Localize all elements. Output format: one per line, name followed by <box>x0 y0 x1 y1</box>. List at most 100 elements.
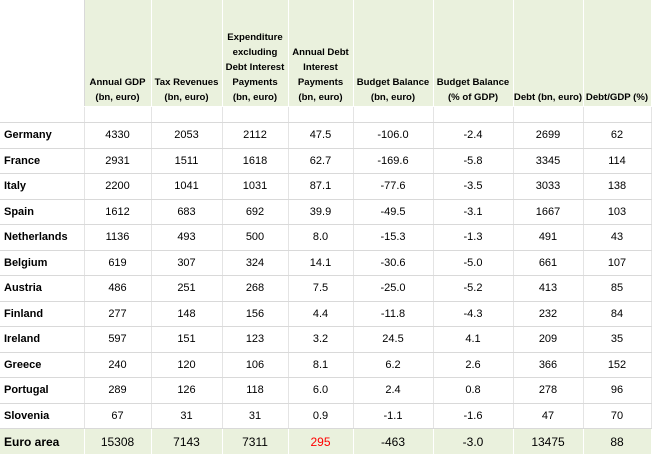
table-cell: -1.1 <box>353 403 434 429</box>
table-cell: -4.3 <box>433 301 514 327</box>
table-row: Italy 2200 1041 1031 87.1 -77.6 -3.5 3033 138 <box>0 173 652 200</box>
table-cell: -11.8 <box>353 301 434 327</box>
country-name: Spain <box>0 199 85 225</box>
table-cell: 1667 <box>513 199 584 225</box>
table-cell: 1136 <box>84 224 152 251</box>
table-row: Belgium 619 307 324 14.1 -30.6 -5.0 661 107 <box>0 250 652 276</box>
table-cell: 619 <box>84 250 152 276</box>
table-cell: 4.4 <box>288 301 354 327</box>
table-cell: 120 <box>151 352 223 378</box>
table-row: Netherlands 1136 493 500 8.0 -15.3 -1.3 491 43 <box>0 224 652 251</box>
table-cell: 692 <box>222 199 289 225</box>
table-cell: 62 <box>583 122 652 149</box>
table-cell: 324 <box>222 250 289 276</box>
header-row: Annual GDP (bn, euro) Tax Revenues (bn, … <box>0 0 652 107</box>
table-cell: 62.7 <box>288 148 354 174</box>
table-cell: 0.9 <box>288 403 354 429</box>
table-cell: 138 <box>583 173 652 200</box>
table-cell: 277 <box>84 301 152 327</box>
total-cell: 15308 <box>84 428 152 454</box>
table-cell: 251 <box>151 275 223 302</box>
table-cell: 1618 <box>222 148 289 174</box>
total-cell: -3.0 <box>433 428 514 454</box>
table-cell: 278 <box>513 377 584 404</box>
table-cell: 6.2 <box>353 352 434 378</box>
table-cell: 156 <box>222 301 289 327</box>
header-tax-revenues: Tax Revenues (bn, euro) <box>151 0 223 107</box>
table-cell: 70 <box>583 403 652 429</box>
table-cell: 8.1 <box>288 352 354 378</box>
table-cell: 47 <box>513 403 584 429</box>
table-cell: 107 <box>583 250 652 276</box>
table-row: Austria 486 251 268 7.5 -25.0 -5.2 413 85 <box>0 275 652 302</box>
header-annual-gdp: Annual GDP (bn, euro) <box>84 0 152 107</box>
table-cell: -49.5 <box>353 199 434 225</box>
table-cell: 597 <box>84 326 152 353</box>
table-cell: 493 <box>151 224 223 251</box>
table-cell: 114 <box>583 148 652 174</box>
table-row: Ireland 597 151 123 3.2 24.5 4.1 209 35 <box>0 326 652 353</box>
country-name: Slovenia <box>0 403 85 429</box>
table-cell: -5.2 <box>433 275 514 302</box>
table-cell: 31 <box>222 403 289 429</box>
table-cell: -5.8 <box>433 148 514 174</box>
table-cell: -3.1 <box>433 199 514 225</box>
country-name: Finland <box>0 301 85 327</box>
table-cell: 103 <box>583 199 652 225</box>
total-cell: 88 <box>583 428 652 454</box>
table-cell: 106 <box>222 352 289 378</box>
table-cell: -169.6 <box>353 148 434 174</box>
table-cell: -3.5 <box>433 173 514 200</box>
total-cell: 7311 <box>222 428 289 454</box>
table-cell: 14.1 <box>288 250 354 276</box>
table-cell: 126 <box>151 377 223 404</box>
table-cell: 307 <box>151 250 223 276</box>
table-cell: -1.6 <box>433 403 514 429</box>
country-name: Italy <box>0 173 85 200</box>
table-cell: -5.0 <box>433 250 514 276</box>
total-label: Euro area <box>0 428 85 454</box>
table-cell: 1612 <box>84 199 152 225</box>
table-cell: 486 <box>84 275 152 302</box>
table-row: Portugal 289 126 118 6.0 2.4 0.8 278 96 <box>0 377 652 404</box>
table-cell: 2931 <box>84 148 152 174</box>
country-name: Portugal <box>0 377 85 404</box>
table-cell: 47.5 <box>288 122 354 149</box>
table-cell: -25.0 <box>353 275 434 302</box>
table-cell: 2699 <box>513 122 584 149</box>
table-cell: 24.5 <box>353 326 434 353</box>
table-cell: 4330 <box>84 122 152 149</box>
table-cell: 2200 <box>84 173 152 200</box>
table-cell: 123 <box>222 326 289 353</box>
total-cell: 13475 <box>513 428 584 454</box>
table-cell: 3345 <box>513 148 584 174</box>
table-cell: 31 <box>151 403 223 429</box>
header-budget-balance-pct: Budget Balance (% of GDP) <box>433 0 514 107</box>
table-cell: 209 <box>513 326 584 353</box>
table-cell: 43 <box>583 224 652 251</box>
table-cell: 366 <box>513 352 584 378</box>
header-debt-gdp: Debt/GDP (%) <box>583 0 652 107</box>
table-cell: 84 <box>583 301 652 327</box>
table-cell: 6.0 <box>288 377 354 404</box>
country-name: Germany <box>0 122 85 149</box>
country-name: France <box>0 148 85 174</box>
header-debt: Debt (bn, euro) <box>513 0 584 107</box>
table-cell: 232 <box>513 301 584 327</box>
table-cell: 35 <box>583 326 652 353</box>
total-cell: -463 <box>353 428 434 454</box>
table-row: Germany 4330 2053 2112 47.5 -106.0 -2.4 2699 62 <box>0 122 652 149</box>
table-cell: 413 <box>513 275 584 302</box>
total-row: Euro area 15308 7143 7311 295 -463 -3.0 … <box>0 428 652 454</box>
table-row: Spain 1612 683 692 39.9 -49.5 -3.1 1667 103 <box>0 199 652 225</box>
table-row: Slovenia 67 31 31 0.9 -1.1 -1.6 47 70 <box>0 403 652 429</box>
table-cell: 3033 <box>513 173 584 200</box>
table-cell: 8.0 <box>288 224 354 251</box>
header-budget-balance-bn: Budget Balance (bn, euro) <box>353 0 434 107</box>
table-cell: -106.0 <box>353 122 434 149</box>
table-cell: 1031 <box>222 173 289 200</box>
table-cell: 0.8 <box>433 377 514 404</box>
total-cell: 7143 <box>151 428 223 454</box>
total-cell-highlighted: 295 <box>288 428 354 454</box>
